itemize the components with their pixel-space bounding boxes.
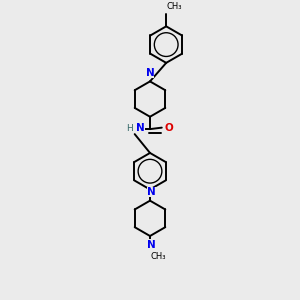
Text: CH₃: CH₃ — [167, 2, 182, 11]
Text: CH₃: CH₃ — [151, 252, 166, 261]
Text: N: N — [147, 239, 156, 250]
Text: N: N — [147, 187, 156, 197]
Text: O: O — [164, 123, 173, 133]
Text: N: N — [136, 123, 145, 133]
Text: H: H — [126, 124, 133, 133]
Text: N: N — [146, 68, 154, 78]
